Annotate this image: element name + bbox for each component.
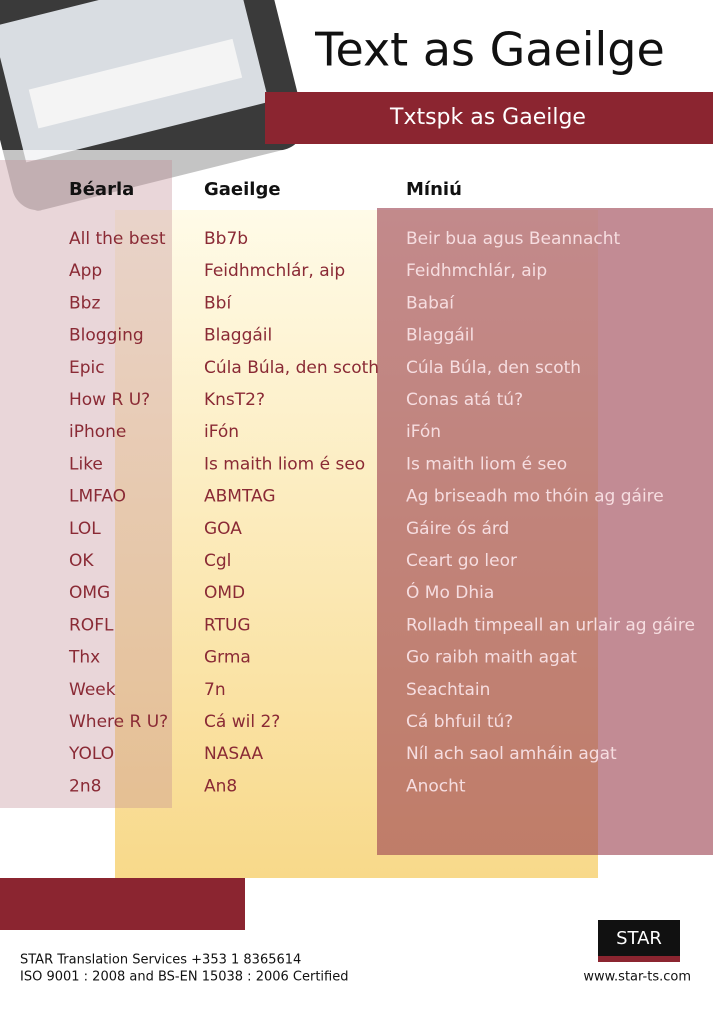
footer-line: ISO 9001 : 2008 and BS-EN 15038 : 2006 C… bbox=[20, 970, 348, 985]
cell: Is maith liom é seo bbox=[204, 454, 365, 474]
cell: Ceart go leor bbox=[406, 551, 517, 571]
cell: Bb7b bbox=[204, 229, 248, 249]
cell: Like bbox=[69, 454, 103, 474]
cell: iFón bbox=[204, 422, 239, 442]
cell: Beir bua agus Beannacht bbox=[406, 229, 620, 249]
cell: GOA bbox=[204, 519, 242, 539]
right-panel bbox=[377, 208, 713, 855]
logo: STAR bbox=[616, 928, 662, 949]
cell: Cúla Búla, den scoth bbox=[406, 358, 581, 378]
cell: Week bbox=[69, 680, 116, 700]
cell: Where R U? bbox=[69, 712, 168, 732]
cell: YOLO bbox=[68, 744, 114, 764]
phone bbox=[0, 0, 305, 211]
column-header: Béarla bbox=[69, 179, 134, 200]
cell: ROFL bbox=[69, 615, 114, 635]
cell: Thx bbox=[68, 648, 100, 668]
column-header: Gaeilge bbox=[204, 179, 281, 200]
cell: Blaggáil bbox=[406, 326, 474, 346]
cell: iFón bbox=[406, 422, 441, 442]
footer-line: STAR Translation Services +353 1 8365614 bbox=[20, 953, 301, 968]
cell: Is maith liom é seo bbox=[406, 454, 567, 474]
cell: Blaggáil bbox=[204, 326, 272, 346]
cell: Cá wil 2? bbox=[204, 712, 280, 732]
cell: LMFAO bbox=[69, 487, 126, 507]
cell: An8 bbox=[204, 776, 237, 796]
cell: NASAA bbox=[204, 744, 264, 764]
logo-stripe bbox=[598, 956, 680, 962]
cell: Gáire ós árd bbox=[406, 519, 509, 539]
cell: Go raibh maith agat bbox=[406, 648, 577, 668]
cell: Seachtain bbox=[406, 680, 490, 700]
cell: Anocht bbox=[406, 776, 466, 796]
left-panel bbox=[0, 160, 172, 808]
cell: LOL bbox=[69, 519, 101, 539]
logo-box bbox=[598, 920, 680, 956]
cell: Cá bhfuil tú? bbox=[406, 712, 513, 732]
cell: RTUG bbox=[204, 615, 251, 635]
fade bbox=[0, 150, 713, 210]
cell: Babaí bbox=[406, 293, 455, 313]
cell: Rolladh timpeall an urlair ag gáire bbox=[406, 615, 695, 635]
cell: How R U? bbox=[69, 390, 150, 410]
column-header: Míniú bbox=[406, 179, 462, 200]
cell: KnsT2? bbox=[204, 390, 265, 410]
cell: OMG bbox=[69, 583, 110, 603]
cell: Ag briseadh mo thóin ag gáire bbox=[406, 487, 664, 507]
cell: Ó Mo Dhia bbox=[406, 581, 494, 603]
cell: ABMTAG bbox=[204, 487, 276, 507]
cell: Cúla Búla, den scoth bbox=[204, 358, 379, 378]
cell: Epic bbox=[69, 358, 105, 378]
cell: App bbox=[69, 261, 102, 281]
cell: Níl ach saol amháin agat bbox=[406, 744, 617, 764]
cell: Grma bbox=[204, 648, 251, 668]
cell: All the best bbox=[69, 229, 166, 249]
cell: Blogging bbox=[69, 326, 144, 346]
subtitle: Txtspk as Gaeilge bbox=[389, 105, 586, 130]
title: Text as Gaeilge bbox=[314, 23, 665, 77]
cell: Cgl bbox=[204, 551, 231, 571]
cell: iPhone bbox=[69, 422, 126, 442]
cell: 7n bbox=[204, 680, 226, 700]
cell: Feidhmchlár, aip bbox=[406, 261, 547, 281]
cell: Bbí bbox=[204, 293, 232, 313]
subtitle-bar bbox=[265, 92, 713, 144]
cell: 2n8 bbox=[69, 776, 101, 796]
footer-bar bbox=[0, 878, 245, 930]
cell: Bbz bbox=[69, 293, 100, 313]
cell: OK bbox=[69, 551, 94, 571]
cell: Feidhmchlár, aip bbox=[204, 261, 345, 281]
cell: OMD bbox=[204, 583, 245, 603]
cell: Conas atá tú? bbox=[406, 390, 523, 410]
website: www.star-ts.com bbox=[583, 970, 691, 985]
